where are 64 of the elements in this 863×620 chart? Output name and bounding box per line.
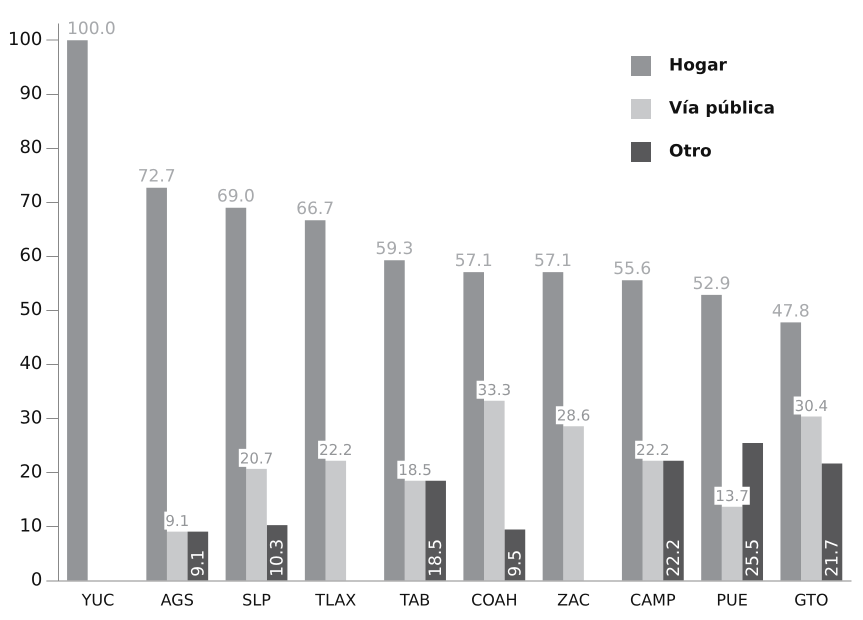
data-label: 22.2 — [636, 441, 670, 460]
bar — [67, 40, 88, 580]
x-tick-label: TLAX — [314, 590, 356, 610]
x-tick-label: COAH — [471, 590, 518, 610]
legend-label: Vía pública — [669, 98, 776, 118]
data-label: 9.1 — [188, 550, 208, 577]
y-tick-label: 40 — [19, 353, 42, 374]
y-tick-label: 30 — [19, 407, 42, 428]
data-label: 22.2 — [664, 538, 684, 577]
y-tick-label: 60 — [19, 245, 42, 266]
data-label: 69.0 — [216, 186, 255, 207]
data-label: 20.7 — [240, 449, 274, 468]
bar — [325, 460, 346, 580]
data-label: 33.3 — [478, 381, 512, 400]
x-tick-label: ZAC — [557, 590, 590, 610]
x-tick-label: TAB — [398, 590, 430, 610]
bar — [484, 400, 505, 580]
data-label: 59.3 — [376, 239, 414, 260]
data-label: 72.7 — [138, 166, 176, 187]
data-label: 25.5 — [743, 538, 764, 577]
legend-label: Hogar — [669, 55, 728, 76]
data-label: 9.1 — [165, 512, 190, 530]
bar — [663, 460, 684, 580]
data-label: 18.5 — [398, 461, 432, 480]
data-label: 52.9 — [692, 274, 730, 294]
y-tick-label: 50 — [19, 299, 42, 320]
bar — [822, 463, 842, 580]
data-label: 100.0 — [67, 19, 116, 40]
y-tick-label: 10 — [19, 515, 42, 536]
data-label: 57.1 — [534, 251, 572, 272]
data-label: 28.6 — [556, 406, 590, 425]
data-label: 47.8 — [772, 301, 810, 322]
legend-label: Otro — [669, 141, 712, 162]
bar — [146, 188, 167, 580]
data-label: 9.5 — [505, 550, 526, 577]
x-tick-label: YUC — [80, 590, 114, 610]
x-tick-label: CAMP — [630, 590, 676, 610]
bar — [425, 480, 446, 580]
data-label: 10.3 — [268, 538, 288, 577]
data-label: 55.6 — [613, 259, 652, 280]
data-label: 21.7 — [822, 538, 842, 577]
y-tick-label: 20 — [19, 461, 42, 482]
x-tick-label: SLP — [242, 590, 272, 610]
data-label: 22.2 — [319, 441, 352, 460]
data-label: 66.7 — [296, 199, 334, 220]
data-label: 30.4 — [794, 396, 828, 415]
bar — [801, 416, 822, 580]
y-tick-label: 70 — [19, 191, 42, 212]
bar — [722, 506, 742, 580]
bar — [246, 468, 267, 580]
y-tick-label: 80 — [19, 137, 42, 158]
bar — [642, 460, 664, 580]
x-tick-label: AGS — [160, 590, 194, 610]
x-tick-label: GTO — [794, 590, 828, 610]
data-label: 13.7 — [715, 487, 749, 506]
y-tick-label: 90 — [19, 82, 42, 104]
bar — [563, 426, 584, 580]
y-tick-label: 0 — [30, 569, 42, 590]
data-label: 57.1 — [454, 251, 493, 272]
bar — [404, 480, 426, 580]
x-tick-label: PUE — [716, 590, 748, 610]
bar — [166, 532, 188, 580]
y-tick-label: 100 — [8, 28, 42, 50]
data-label: 18.5 — [426, 538, 446, 577]
